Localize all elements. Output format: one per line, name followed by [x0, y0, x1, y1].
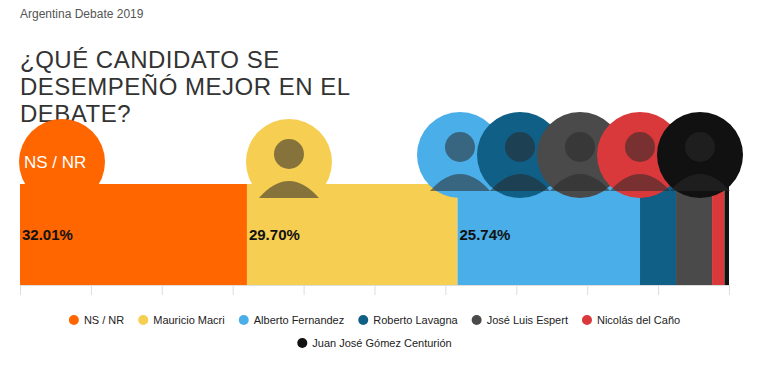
- avatars: NS / NR: [19, 112, 743, 205]
- silhouette-head: [274, 139, 304, 169]
- tick: [658, 285, 659, 295]
- tick-mark: [445, 285, 446, 295]
- legend-label: Nicolás del Caño: [597, 314, 680, 326]
- avatar-silhouette: [670, 132, 730, 191]
- tick-mark: [658, 285, 659, 295]
- data-labels: 32.01% 29.70% 25.74%: [22, 226, 510, 243]
- tick: [20, 285, 21, 295]
- tick-mark: [162, 285, 163, 295]
- legend-item: José Luis Espert: [472, 314, 568, 326]
- legend-item: Alberto Fernandez: [239, 314, 345, 326]
- bar-segment: [676, 184, 712, 285]
- tick: [445, 285, 446, 295]
- silhouette-head: [565, 132, 595, 162]
- silhouette-head: [445, 132, 475, 162]
- avatar-circle: [19, 119, 105, 205]
- legend-marker: [239, 315, 249, 325]
- silhouette-body: [550, 174, 610, 191]
- data-label: 25.74%: [460, 226, 511, 243]
- tick-mark: [587, 285, 588, 295]
- tick: [587, 285, 588, 295]
- bar-segment: [458, 184, 640, 285]
- tick-mark: [729, 285, 730, 295]
- legend-label: José Luis Espert: [487, 314, 568, 326]
- silhouette-body: [490, 174, 550, 191]
- tick: [91, 285, 92, 295]
- silhouette-body: [610, 174, 670, 191]
- tick: [233, 285, 234, 295]
- tick: [375, 285, 376, 295]
- legend-item: Juan José Gómez Centurión: [297, 337, 451, 349]
- legend-item: NS / NR: [69, 314, 124, 326]
- legend-label: NS / NR: [84, 314, 124, 326]
- avatar-circle: [246, 119, 332, 205]
- legend-marker: [297, 338, 307, 348]
- bar-segment: [724, 184, 729, 285]
- silhouette-body: [259, 181, 319, 198]
- tick: [729, 285, 730, 295]
- tick-mark: [516, 285, 517, 295]
- tick-mark: [20, 285, 21, 295]
- tick: [162, 285, 163, 295]
- legend-label: Alberto Fernandez: [254, 314, 345, 326]
- legend-item: Roberto Lavagna: [358, 314, 458, 326]
- bar-segment: [640, 184, 676, 285]
- tick: [516, 285, 517, 295]
- tick-mark: [91, 285, 92, 295]
- tick-mark: [304, 285, 305, 295]
- title: ¿QUÉ CANDIDATO SEDESEMPEÑÓ MEJOR EN ELDE…: [20, 46, 351, 127]
- legend-marker: [358, 315, 368, 325]
- bars: [20, 184, 729, 285]
- silhouette-head: [505, 132, 535, 162]
- silhouette-body: [670, 174, 730, 191]
- legend-marker: [138, 315, 148, 325]
- legend-marker: [69, 315, 79, 325]
- tick: [304, 285, 305, 295]
- subtitle: Argentina Debate 2019: [20, 7, 144, 21]
- silhouette-head: [685, 132, 715, 162]
- legend-label: Roberto Lavagna: [373, 314, 458, 326]
- legend-item: Mauricio Macri: [138, 314, 225, 326]
- avatar: [657, 112, 743, 198]
- legend-marker: [472, 315, 482, 325]
- avatar-circle: [657, 112, 743, 198]
- legend: NS / NR Mauricio Macri Alberto Fernandez Ro…: [69, 314, 680, 349]
- avatar-label: NS / NR: [24, 153, 86, 172]
- legend-marker: [582, 315, 592, 325]
- tick-mark: [375, 285, 376, 295]
- avatar-silhouette: [259, 139, 319, 198]
- data-label: 32.01%: [22, 226, 73, 243]
- silhouette-head: [625, 132, 655, 162]
- legend-label: Mauricio Macri: [153, 314, 225, 326]
- legend-label: Juan José Gómez Centurión: [312, 337, 451, 349]
- silhouette-body: [430, 174, 490, 191]
- avatar: [246, 119, 332, 205]
- x-axis: [21, 285, 730, 295]
- avatar: [19, 119, 105, 205]
- data-label: 29.70%: [249, 226, 300, 243]
- bar-segment: [712, 184, 724, 285]
- axis-line: [21, 286, 730, 296]
- chart: Argentina Debate 2019 ¿QUÉ CANDIDATO SEDE…: [0, 0, 771, 368]
- legend-item: Nicolás del Caño: [582, 314, 680, 326]
- tick-mark: [233, 285, 234, 295]
